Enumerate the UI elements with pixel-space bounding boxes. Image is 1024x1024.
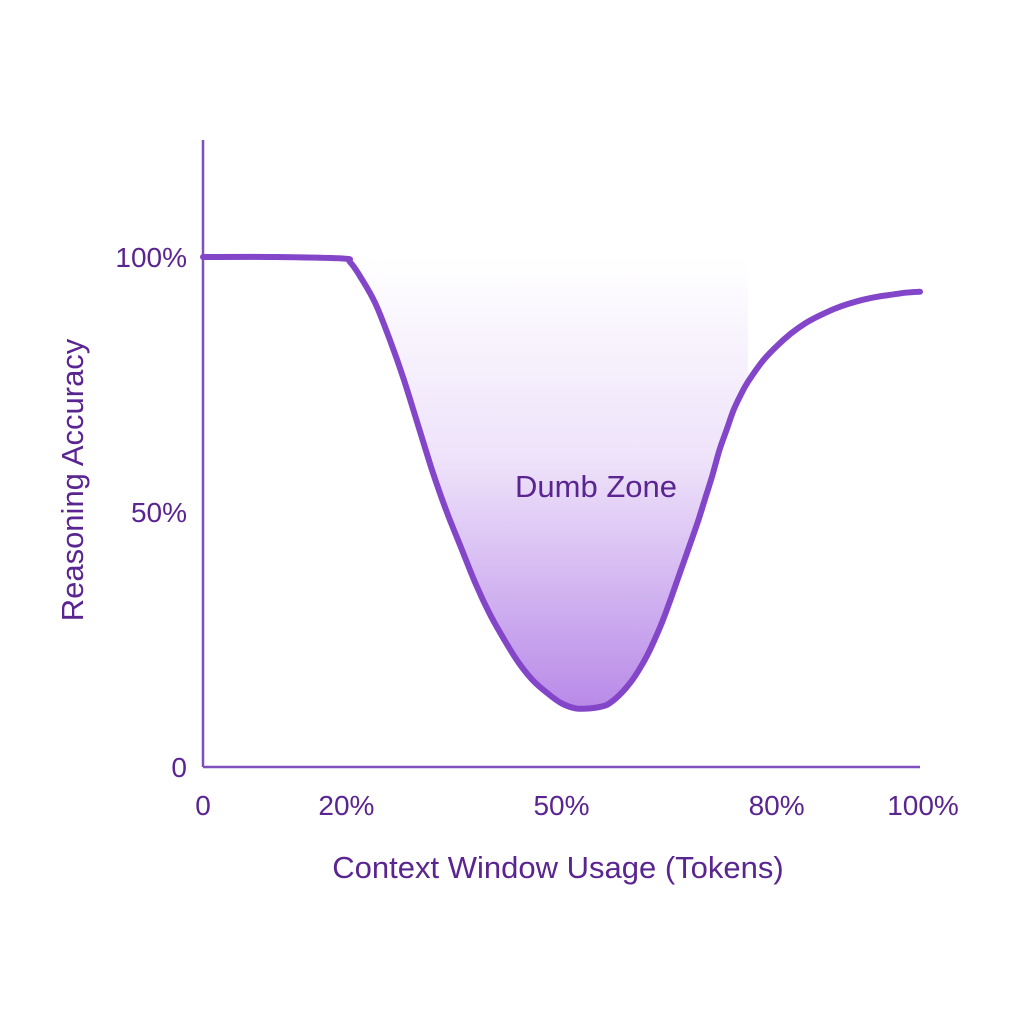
x-axis-title: Context Window Usage (Tokens) (332, 850, 783, 885)
accuracy-series-line (200, 253, 923, 712)
y-tick-labels: 0 50% 100% (115, 242, 187, 783)
x-tick-labels: 0 20% 50% 80% 100% (195, 790, 959, 821)
y-axis-title: Reasoning Accuracy (55, 338, 90, 621)
dumb-zone-label: Dumb Zone (515, 469, 677, 504)
y-tick-label: 50% (131, 497, 187, 528)
y-tick-label: 100% (115, 242, 187, 273)
x-tick-label: 50% (533, 790, 589, 821)
x-tick-label: 20% (318, 790, 374, 821)
x-tick-label: 100% (887, 790, 959, 821)
dumb-zone-fill (350, 257, 748, 709)
x-tick-label: 0 (195, 790, 211, 821)
y-tick-label: 0 (171, 752, 187, 783)
x-tick-label: 80% (749, 790, 805, 821)
